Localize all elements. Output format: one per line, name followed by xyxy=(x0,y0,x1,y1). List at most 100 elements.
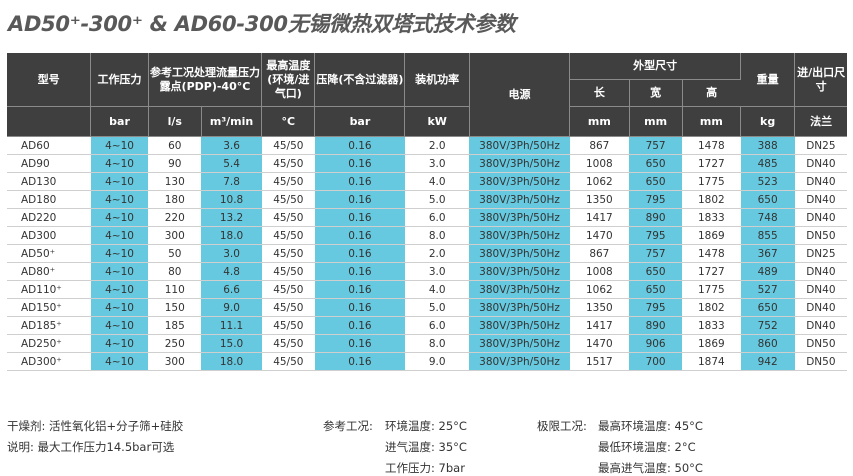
footer-limit-label: 极限工况: xyxy=(537,419,587,433)
cell-width: 650 xyxy=(629,172,683,191)
cell-height: 1869 xyxy=(682,334,741,353)
header-weight: 重量 xyxy=(740,53,796,107)
cell-flow-m3: 18.0 xyxy=(201,352,262,371)
cell-model: AD220 xyxy=(7,208,91,227)
cell-height: 1478 xyxy=(682,244,741,263)
cell-drop: 0.16 xyxy=(314,190,405,209)
cell-power: 5.0 xyxy=(404,190,470,209)
unit-flow-m3: m³/min xyxy=(201,106,263,137)
footer-limit-item: 最高环境温度: 45°C xyxy=(598,419,703,433)
header-height: 高 xyxy=(682,79,741,107)
cell-power: 6.0 xyxy=(404,208,470,227)
cell-height: 1478 xyxy=(682,136,741,155)
cell-supply: 380V/3Ph/50Hz xyxy=(469,352,570,371)
cell-flow-m3: 10.8 xyxy=(201,190,262,209)
cell-drop: 0.16 xyxy=(314,244,405,263)
cell-weight: 650 xyxy=(740,298,795,317)
cell-drop: 0.16 xyxy=(314,280,405,299)
cell-power: 4.0 xyxy=(404,280,470,299)
cell-weight: 489 xyxy=(740,262,795,281)
cell-width: 795 xyxy=(629,226,683,245)
cell-model: AD185⁺ xyxy=(7,316,91,335)
cell-power: 5.0 xyxy=(404,298,470,317)
cell-port: DN50 xyxy=(794,352,847,371)
cell-temp: 45/50 xyxy=(261,226,315,245)
cell-model: AD50⁺ xyxy=(7,244,91,263)
cell-flow-ls: 80 xyxy=(148,262,202,281)
cell-flow-ls: 90 xyxy=(148,154,202,173)
footer-ref-item: 工作压力: 7bar xyxy=(385,461,465,475)
header-flow: 参考工况处理流量压力露点(PDP)-40°C xyxy=(148,53,263,107)
cell-flow-m3: 15.0 xyxy=(201,334,262,353)
cell-pressure: 4~10 xyxy=(90,226,149,245)
cell-power: 2.0 xyxy=(404,136,470,155)
cell-drop: 0.16 xyxy=(314,172,405,191)
cell-drop: 0.16 xyxy=(314,316,405,335)
cell-model: AD90 xyxy=(7,154,91,173)
cell-supply: 380V/3Ph/50Hz xyxy=(469,334,570,353)
cell-weight: 855 xyxy=(740,226,795,245)
cell-port: DN25 xyxy=(794,136,847,155)
unit-weight: kg xyxy=(740,106,796,137)
cell-temp: 45/50 xyxy=(261,298,315,317)
cell-length: 867 xyxy=(569,244,629,263)
table-row: AD60 4~10 60 3.6 45/50 0.16 2.0 380V/3Ph/50Hz 86… xyxy=(7,136,847,155)
cell-pressure: 4~10 xyxy=(90,298,149,317)
cell-temp: 45/50 xyxy=(261,208,315,227)
table-row: AD180 4~10 180 10.8 45/50 0.16 5.0 380V/3Ph/50H… xyxy=(7,190,847,209)
cell-height: 1802 xyxy=(682,298,741,317)
cell-flow-m3: 13.2 xyxy=(201,208,262,227)
footer-desiccant: 干燥剂: 活性氧化铝+分子筛+硅胶 xyxy=(7,419,184,433)
table-row: AD130 4~10 130 7.8 45/50 0.16 4.0 380V/3Ph/50Hz… xyxy=(7,172,847,191)
cell-drop: 0.16 xyxy=(314,352,405,371)
footer-limit-item: 最高进气温度: 50°C xyxy=(598,461,703,475)
header-length: 长 xyxy=(569,79,630,107)
cell-length: 1062 xyxy=(569,172,629,191)
header-max-temp: 最高温度(环境/进气口) xyxy=(261,53,316,107)
header-supply: 电源 xyxy=(469,53,571,137)
cell-length: 1008 xyxy=(569,154,629,173)
cell-power: 8.0 xyxy=(404,226,470,245)
cell-model: AD250⁺ xyxy=(7,334,91,353)
cell-drop: 0.16 xyxy=(314,262,405,281)
table-row: AD300 4~10 300 18.0 45/50 0.16 8.0 380V/3Ph/50H… xyxy=(7,226,847,245)
cell-power: 3.0 xyxy=(404,262,470,281)
cell-supply: 380V/3Ph/50Hz xyxy=(469,208,570,227)
cell-power: 3.0 xyxy=(404,154,470,173)
cell-flow-ls: 60 xyxy=(148,136,202,155)
cell-flow-m3: 3.6 xyxy=(201,136,262,155)
footer-ref-item: 进气温度: 35°C xyxy=(385,440,467,454)
table-row: AD50⁺ 4~10 50 3.0 45/50 0.16 2.0 380V/3Ph/50Hz 8… xyxy=(7,244,847,263)
header-dimensions: 外型尺寸 xyxy=(569,53,741,80)
cell-pressure: 4~10 xyxy=(90,316,149,335)
unit-port: 法兰 xyxy=(794,106,847,137)
footer-note: 说明: 最大工作压力14.5bar可选 xyxy=(7,440,175,454)
cell-drop: 0.16 xyxy=(314,334,405,353)
cell-width: 795 xyxy=(629,190,683,209)
cell-model: AD60 xyxy=(7,136,91,155)
cell-supply: 380V/3Ph/50Hz xyxy=(469,244,570,263)
cell-length: 1350 xyxy=(569,298,629,317)
cell-pressure: 4~10 xyxy=(90,172,149,191)
cell-weight: 388 xyxy=(740,136,795,155)
cell-width: 757 xyxy=(629,136,683,155)
cell-flow-ls: 250 xyxy=(148,334,202,353)
cell-flow-ls: 110 xyxy=(148,280,202,299)
cell-weight: 748 xyxy=(740,208,795,227)
cell-height: 1802 xyxy=(682,190,741,209)
table-row: AD300⁺ 4~10 300 18.0 45/50 0.16 9.0 380V/3Ph/50… xyxy=(7,352,847,371)
cell-temp: 45/50 xyxy=(261,280,315,299)
cell-flow-ls: 50 xyxy=(148,244,202,263)
cell-width: 795 xyxy=(629,298,683,317)
cell-flow-ls: 220 xyxy=(148,208,202,227)
cell-length: 1417 xyxy=(569,208,629,227)
cell-flow-ls: 150 xyxy=(148,298,202,317)
cell-weight: 650 xyxy=(740,190,795,209)
unit-temp: °C xyxy=(261,106,316,137)
header-port: 进/出口尺寸 xyxy=(794,53,847,107)
cell-flow-m3: 18.0 xyxy=(201,226,262,245)
cell-temp: 45/50 xyxy=(261,244,315,263)
table-row: AD90 4~10 90 5.4 45/50 0.16 3.0 380V/3Ph/50Hz 10… xyxy=(7,154,847,173)
table-row: AD250⁺ 4~10 250 15.0 45/50 0.16 8.0 380V/3Ph/50… xyxy=(7,334,847,353)
unit-height: mm xyxy=(682,106,742,137)
